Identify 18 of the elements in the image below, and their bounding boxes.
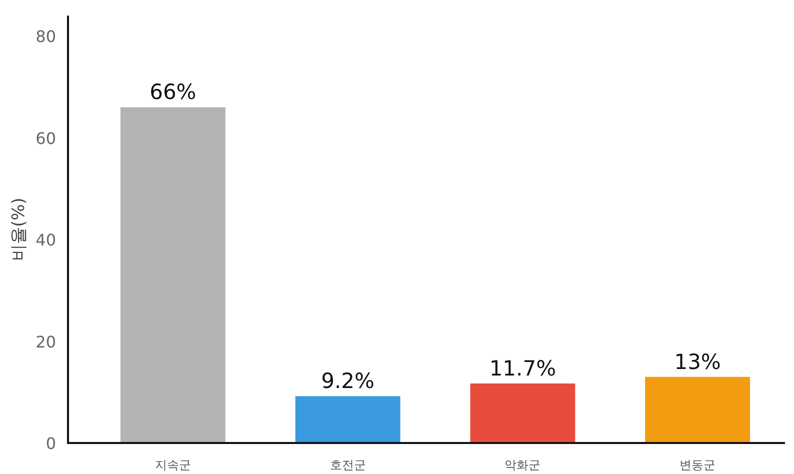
bar bbox=[645, 376, 750, 443]
y-tick-label: 20 bbox=[36, 332, 56, 352]
y-axis-title: 비율(%) bbox=[9, 198, 29, 262]
x-tick-label: 악화군 bbox=[504, 458, 541, 472]
y-tick-label: 0 bbox=[46, 434, 56, 453]
y-tick-label: 40 bbox=[36, 230, 56, 250]
x-tick-label: 호전군 bbox=[330, 458, 366, 472]
bar bbox=[470, 383, 576, 443]
data-label: 66% bbox=[150, 80, 196, 104]
bar bbox=[295, 396, 400, 443]
x-tick-label: 변동군 bbox=[680, 458, 716, 472]
y-tick-label: 60 bbox=[36, 128, 56, 148]
data-label: 11.7% bbox=[489, 356, 556, 380]
data-label: 9.2% bbox=[321, 369, 374, 394]
data-label: 13% bbox=[674, 350, 721, 374]
y-tick-label: 80 bbox=[36, 27, 56, 46]
bar bbox=[120, 107, 226, 443]
x-tick-label: 지속군 bbox=[154, 458, 191, 472]
